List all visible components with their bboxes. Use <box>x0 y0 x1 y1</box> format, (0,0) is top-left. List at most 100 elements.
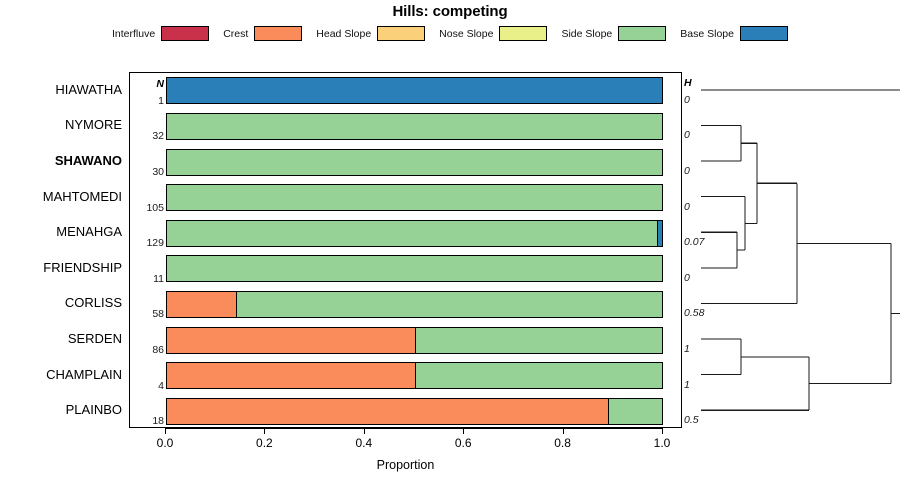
n-value: 86 <box>152 344 164 356</box>
bar-segment <box>167 220 658 246</box>
legend-color-swatch <box>739 26 788 41</box>
taxa-label: CORLISS <box>64 295 122 311</box>
bar-segment <box>414 327 662 353</box>
taxa-label: FRIENDSHIP <box>43 259 122 275</box>
taxa-label: MENAHGA <box>56 224 122 240</box>
x-axis-tick <box>562 428 564 434</box>
x-axis-tick-label: 0.8 <box>554 436 571 450</box>
x-axis-tick-label: 0.0 <box>156 436 174 450</box>
h-column-header: H <box>684 77 692 89</box>
legend-item: Base Slope <box>680 26 788 41</box>
h-value: 0.58 <box>684 307 705 320</box>
bar-segment <box>167 291 237 317</box>
legend-color-swatch <box>254 26 303 41</box>
h-column: H 0 0 0 0 0.07 0 0.58 1 1 0.5 <box>684 72 724 428</box>
bar-segment <box>167 78 662 104</box>
n-value: 129 <box>146 237 164 250</box>
legend-item: Nose Slope <box>439 26 548 41</box>
x-axis-tick <box>463 428 465 434</box>
stacked-bar <box>166 184 663 212</box>
n-value: 4 <box>158 379 164 392</box>
taxa-label: HIAWATHA <box>55 81 122 97</box>
legend-item-label: Interfluve <box>112 27 156 40</box>
legend-color-swatch <box>499 26 548 41</box>
bar-segment <box>167 398 608 424</box>
dendrogram-svg <box>701 89 900 411</box>
x-axis-title: Proportion <box>376 458 435 472</box>
x-axis-tick-label: 0.2 <box>256 436 273 450</box>
stacked-bar <box>166 397 663 425</box>
legend-item: Head Slope <box>316 26 426 41</box>
bar-segment <box>414 363 662 389</box>
taxa-label: SERDEN <box>67 331 122 346</box>
stacked-bar <box>166 362 663 390</box>
h-value: 0.5 <box>684 414 699 427</box>
stacked-bar <box>166 77 663 105</box>
n-value: 30 <box>152 166 164 178</box>
x-axis: Proportion 0.0 0.2 0.4 0.6 0.8 1.0 <box>129 428 682 478</box>
stacked-bar <box>166 219 663 247</box>
bar-segment <box>657 220 662 246</box>
legend-item-label: Side Slope <box>561 27 613 40</box>
n-value: 105 <box>146 201 164 214</box>
h-value: 0 <box>684 93 690 106</box>
stacked-bar <box>166 326 663 354</box>
stacked-bar <box>166 148 663 176</box>
taxa-label: SHAWANO <box>54 153 122 168</box>
n-column-header: N <box>156 78 164 90</box>
bar-segment <box>167 185 662 211</box>
x-axis-tick-label: 1.0 <box>653 436 671 450</box>
h-value: 0 <box>684 271 690 284</box>
bar-segment <box>167 113 662 139</box>
taxa-label: PLAINBO <box>65 402 122 418</box>
h-value: 0.07 <box>684 236 705 249</box>
legend-item-label: Nose Slope <box>439 27 494 40</box>
x-axis-tick <box>363 428 365 434</box>
legend-item-label: Base Slope <box>680 27 734 40</box>
h-value: 1 <box>684 378 690 391</box>
legend-color-swatch <box>618 26 667 41</box>
bar-segment <box>167 363 415 389</box>
page-title: Hills: competing <box>392 3 508 20</box>
h-value: 0 <box>684 129 690 142</box>
h-value: 0 <box>684 165 690 177</box>
legend-item: Side Slope <box>561 26 667 41</box>
x-axis-line <box>165 428 662 429</box>
taxa-label: MAHTOMEDI <box>42 188 122 204</box>
x-axis-tick <box>662 428 663 434</box>
taxa-label: NYMORE <box>64 117 122 133</box>
taxa-label-column: HIAWATHA NYMORE SHAWANO MAHTOMEDI MENAHGA FRI… <box>0 72 124 428</box>
x-axis-tick <box>264 428 266 434</box>
legend-item: Interfluve <box>112 26 210 41</box>
legend-color-swatch <box>377 26 426 41</box>
legend-item-label: Head Slope <box>316 27 372 40</box>
legend-item-label: Crest <box>223 27 249 40</box>
n-value: 18 <box>152 415 164 428</box>
n-value: 1 <box>158 94 164 107</box>
legend-item: Crest <box>223 26 303 41</box>
stacked-bar <box>166 290 663 318</box>
bar-segment <box>607 398 662 424</box>
bar-plot-panel: N 1 32 30 105 129 11 58 86 4 18 <box>129 72 682 428</box>
x-axis-tick <box>165 428 166 434</box>
legend: Interfluve Crest Head Slope Nose Slope Side … <box>0 26 900 41</box>
n-value: 32 <box>152 130 164 143</box>
n-value: 11 <box>153 272 164 285</box>
x-axis-tick-label: 0.6 <box>454 436 472 450</box>
stacked-bar <box>166 112 663 140</box>
bar-segment <box>167 327 415 353</box>
bar-segment <box>236 291 662 317</box>
x-axis-tick-label: 0.4 <box>355 436 373 450</box>
dendrogram <box>684 72 900 428</box>
bar-segment <box>167 149 662 175</box>
bar-segment <box>167 256 662 282</box>
h-value: 1 <box>684 343 690 355</box>
n-column: N 1 32 30 105 129 11 58 86 4 18 <box>130 73 164 429</box>
taxa-label: CHAMPLAIN <box>46 366 122 382</box>
bars-area <box>166 73 663 429</box>
n-value: 58 <box>152 308 164 321</box>
legend-color-swatch <box>161 26 210 41</box>
h-value: 0 <box>684 200 690 213</box>
stacked-bar <box>166 255 663 283</box>
